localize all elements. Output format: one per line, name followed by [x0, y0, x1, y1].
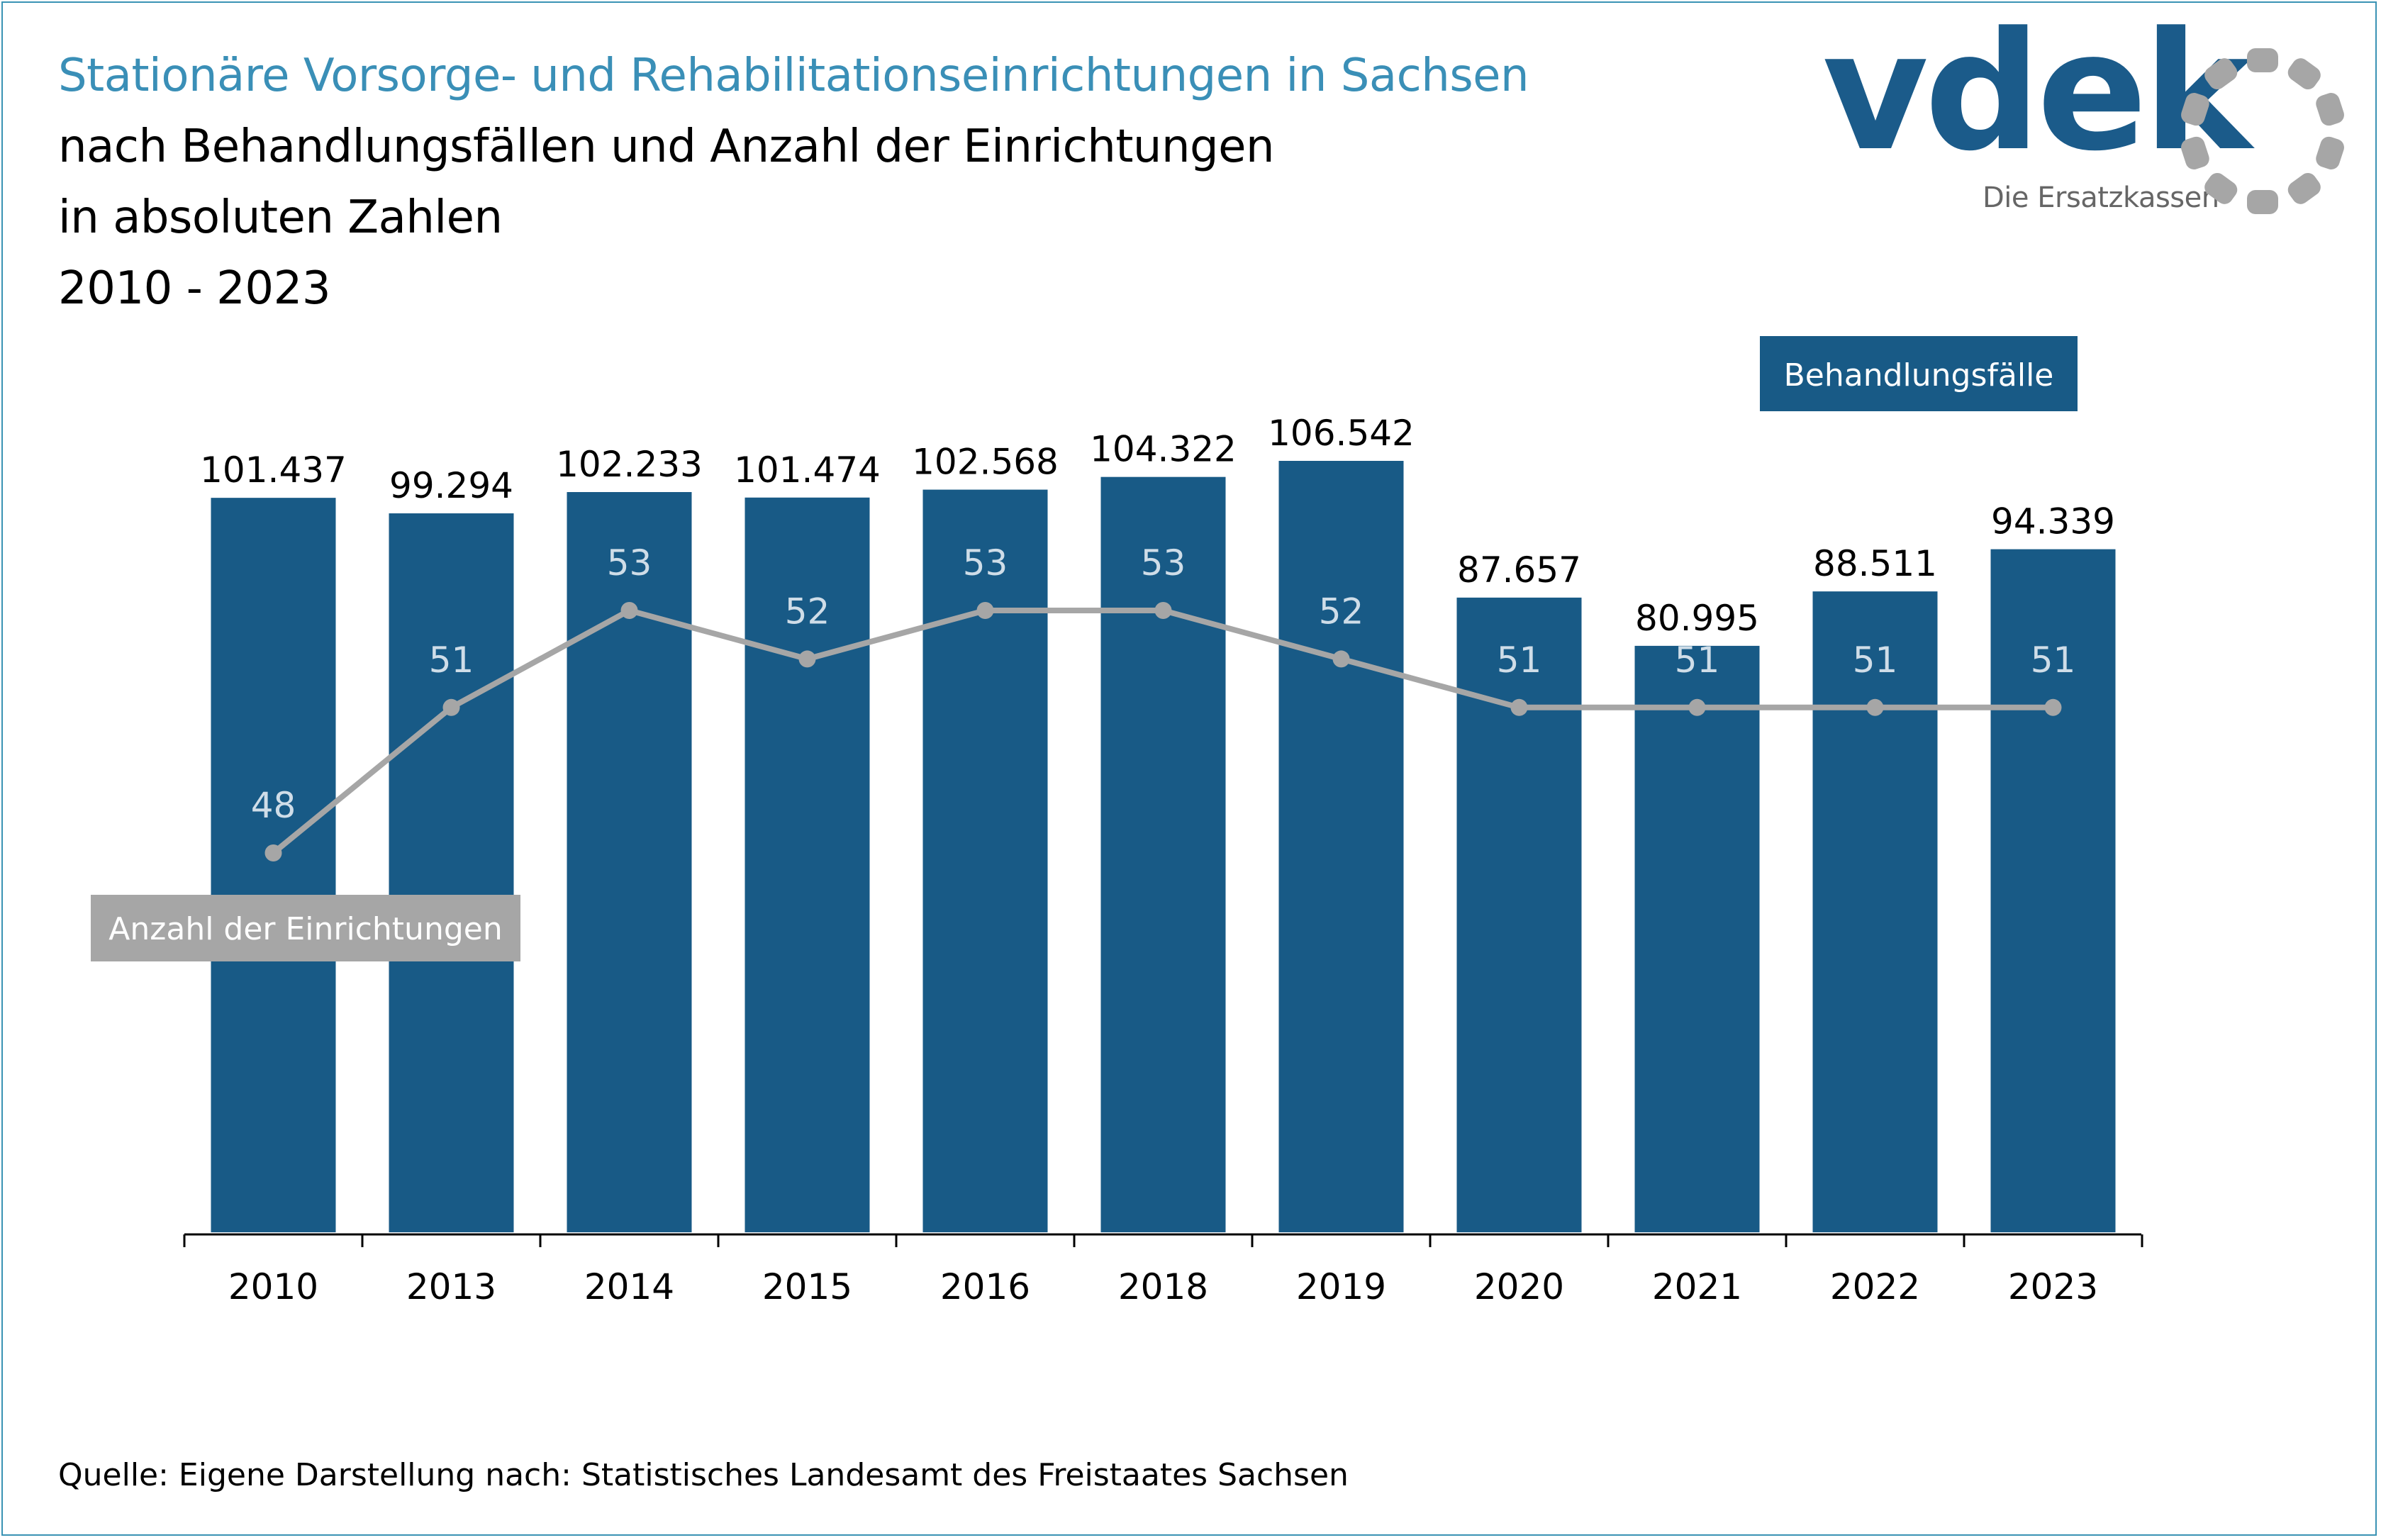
bar-2016	[922, 489, 1048, 1232]
bar-2010	[211, 498, 336, 1232]
x-axis: 2010 2013 2014 2015 2016 2018 2019 2020 2021 2022…	[183, 1233, 2143, 1307]
legend-bar-label: Behandlungsfälle	[1784, 357, 2054, 394]
legend: Behandlungsfälle Anzahl der Einrichtungen	[91, 336, 2078, 961]
x-tick-label: 2019	[1296, 1266, 1386, 1307]
line-value-label: 51	[1675, 640, 1720, 681]
x-tick-label: 2021	[1652, 1266, 1742, 1307]
line-value-label: 53	[963, 542, 1008, 584]
bar-series	[211, 461, 2116, 1233]
logo-subtitle: Die Ersatzkassen	[1983, 182, 2219, 214]
line-point-2018	[1154, 602, 1172, 619]
bar-2015	[745, 497, 870, 1232]
logo-ring-segment	[2247, 190, 2278, 214]
bar-value-label: 104.322	[1090, 429, 1237, 470]
line-value-label: 51	[1853, 640, 1898, 681]
bar-2023	[1990, 549, 2116, 1232]
bar-value-label: 102.233	[556, 444, 703, 485]
bar-value-label: 80.995	[1635, 598, 1759, 639]
chart-subtitle-3: 2010 - 2023	[58, 262, 331, 315]
legend-line-swatch	[91, 895, 520, 961]
x-tick-label: 2020	[1474, 1266, 1564, 1307]
logo-ring-segment	[2247, 48, 2278, 72]
bar-value-label: 88.511	[1813, 543, 1937, 584]
line-point-2016	[976, 602, 994, 619]
chart-subtitle-1: nach Behandlungsfällen und Anzahl der Ei…	[58, 121, 1275, 173]
line-value-label: 53	[607, 542, 652, 584]
line-point-2019	[1332, 650, 1350, 668]
line-value-labels: 48 51 53 52 53 53 52 51 51 51 51	[251, 542, 2076, 826]
logo-ring-segment	[2181, 136, 2209, 169]
x-tick-label: 2018	[1118, 1266, 1208, 1307]
bar-2019	[1278, 461, 1404, 1232]
line-point-2021	[1688, 698, 1706, 716]
x-tick-label: 2010	[228, 1266, 318, 1307]
logo-wordmark: vdek	[1822, 0, 2252, 187]
line-point-2014	[620, 602, 638, 619]
bar-value-label: 87.657	[1457, 549, 1581, 591]
logo-ring-icon	[2181, 48, 2344, 214]
legend-line-label: Anzahl der Einrichtungen	[108, 911, 502, 947]
bar-2018	[1100, 476, 1226, 1233]
bar-value-label: 94.339	[1991, 501, 2115, 542]
bar-2013	[389, 513, 514, 1232]
line-point-2022	[1866, 698, 1884, 716]
line-value-label: 52	[785, 591, 830, 632]
line-value-label: 53	[1141, 542, 1186, 584]
bar-value-label: 106.542	[1268, 413, 1415, 454]
logo-ring-segment	[2316, 136, 2344, 169]
x-tick-label: 2016	[940, 1266, 1030, 1307]
line-point-2010	[264, 844, 282, 861]
legend-bar-swatch	[1760, 336, 2078, 411]
logo-ring-segment	[2316, 93, 2344, 126]
x-tick-label: 2023	[2008, 1266, 2098, 1307]
line-series	[264, 602, 2062, 861]
bar-value-label: 101.474	[734, 450, 881, 491]
bar-value-labels: 101.437 99.294 102.233 101.474 102.568 104.32…	[200, 413, 2115, 639]
x-tick-label: 2015	[762, 1266, 852, 1307]
logo-ring-segment	[2181, 93, 2209, 126]
logo-ring-segment	[2204, 58, 2238, 90]
logo-ring-segment	[2204, 172, 2238, 204]
line-value-label: 52	[1319, 591, 1364, 632]
line-value-label: 48	[251, 785, 296, 826]
x-tick-label: 2013	[406, 1266, 496, 1307]
bar-2021	[1634, 645, 1760, 1232]
line-point-2015	[798, 650, 816, 668]
line-point-2013	[442, 698, 460, 716]
logo-ring-segment	[2287, 172, 2321, 204]
chart-subtitle-2: in absoluten Zahlen	[58, 191, 503, 244]
bar-value-label: 99.294	[389, 465, 513, 506]
bar-2022	[1812, 591, 1938, 1232]
vdek-logo: vdek Die Ersatzkassen	[1822, 11, 2361, 220]
bar-value-label: 101.437	[200, 450, 347, 491]
x-tick-label: 2014	[584, 1266, 674, 1307]
line-value-label: 51	[1497, 640, 1542, 681]
chart-title: Stationäre Vorsorge- und Rehabilitations…	[58, 50, 1529, 102]
line-value-label: 51	[429, 640, 474, 681]
line-point-2023	[2044, 698, 2062, 716]
source-note: Quelle: Eigene Darstellung nach: Statist…	[58, 1457, 1349, 1493]
x-tick-label: 2022	[1830, 1266, 1920, 1307]
line-value-label: 51	[2031, 640, 2076, 681]
bar-value-label: 102.568	[912, 442, 1059, 483]
line-point-2020	[1510, 698, 1528, 716]
logo-ring-segment	[2287, 58, 2321, 90]
